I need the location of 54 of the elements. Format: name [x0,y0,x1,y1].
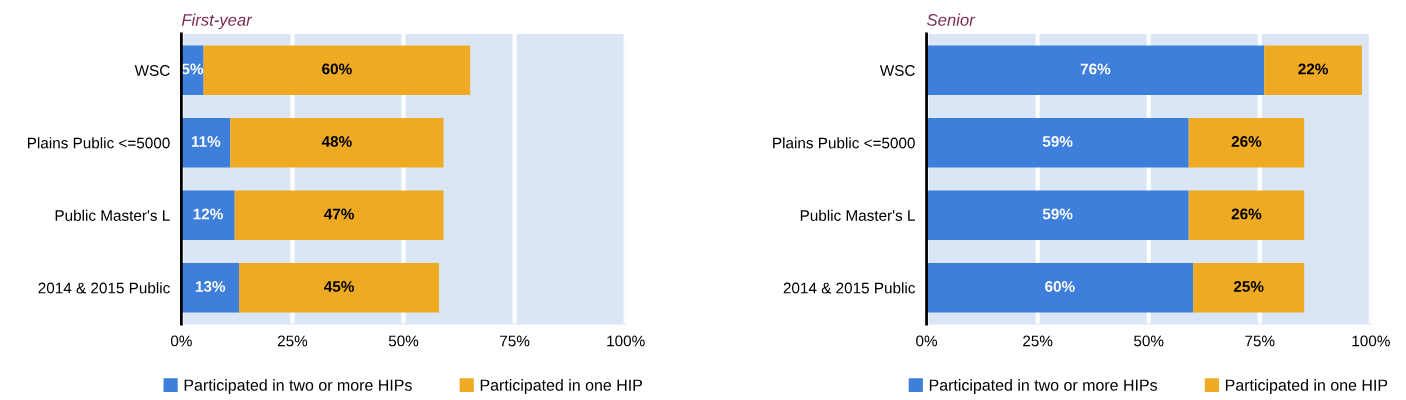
bar [926,263,1194,313]
bar [1193,263,1305,313]
chart-title: First-year [181,13,253,30]
data-label: 60% [322,63,352,75]
bar [1188,190,1305,240]
y-tick-label: Plains Public <=5000 [773,137,915,149]
x-tick-label: 100% [1352,335,1390,347]
data-label: 11% [191,136,221,147]
bar [926,190,1189,240]
x-tick-label: 100% [607,335,645,347]
data-label: 25% [1233,281,1264,292]
data-label: 48% [321,136,352,147]
legend-label: Participated in one HIP [480,379,642,394]
legend-label: Participated in two or more HIPs [184,379,412,394]
x-tick-label: 25% [277,335,308,347]
y-tick-label: Public Master's L [55,209,170,221]
bar [926,45,1265,95]
y-tick-label: Plains Public <=5000 [27,137,170,149]
data-label: 59% [1042,136,1073,147]
bar [234,190,444,240]
data-label: 76% [1080,63,1111,75]
data-label: 47% [324,208,354,220]
bar [181,263,240,313]
bar [1188,118,1305,168]
legend-label: Participated in one HIP [1225,379,1388,394]
x-tick-label: 50% [1134,335,1164,347]
bar [203,45,471,95]
x-tick-label: 75% [500,335,530,347]
y-tick-label: 2014 & 2015 Public [783,282,916,294]
x-tick-label: 0% [916,335,938,347]
data-label: 60% [1045,281,1075,292]
data-label: 22% [1298,63,1328,75]
chart-title: Senior [927,13,976,26]
data-label: 26% [1231,208,1262,220]
bar [230,118,444,168]
data-label: 59% [1042,208,1073,220]
y-tick-label: WSC [879,65,915,76]
legend-label: Participated in two or more HIPs [929,379,1158,394]
data-label: 12% [193,208,223,220]
y-tick-label: 2014 & 2015 Public [38,282,170,294]
data-label: 45% [324,281,354,292]
data-label: 13% [195,281,226,292]
y-tick-label: WSC [134,65,170,76]
bar [239,263,440,313]
data-label: 26% [1231,136,1262,147]
bar [181,118,231,168]
y-tick-label: Public Master's L [800,209,915,221]
x-tick-label: 25% [1023,335,1053,347]
bar [181,190,235,240]
bar [926,118,1189,168]
x-tick-label: 50% [388,335,419,347]
x-tick-label: 0% [170,335,192,347]
bar [1264,45,1362,95]
x-tick-label: 75% [1245,335,1275,347]
